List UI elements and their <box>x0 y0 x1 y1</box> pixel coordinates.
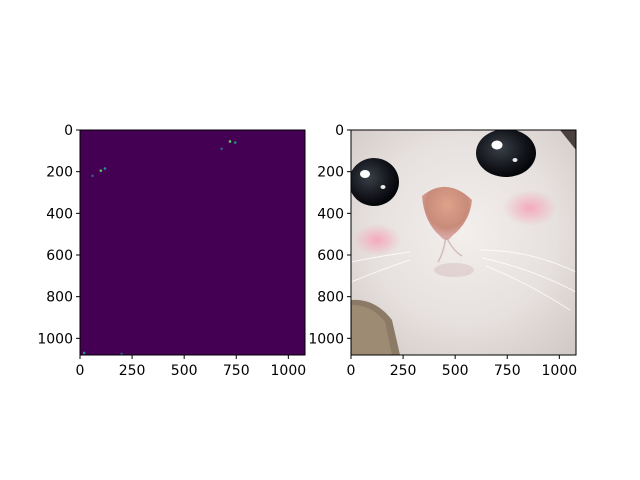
heatmap-axes-frame <box>79 129 306 356</box>
photo-y-tick-label: 400 <box>317 206 344 222</box>
photo-x-tick-label: 0 <box>347 363 356 379</box>
photo-x-tick-label: 250 <box>390 363 417 379</box>
heatmap-x-tick-label: 500 <box>171 363 198 379</box>
photo-axes-frame <box>350 129 577 356</box>
heatmap-y-tick-label: 1000 <box>37 331 73 347</box>
heatmap-x-tick-label: 0 <box>76 363 85 379</box>
photo-x-tick-label: 750 <box>494 363 521 379</box>
heatmap-hot-spot <box>220 147 223 151</box>
photo-x-tick-label: 500 <box>442 363 469 379</box>
photo-y-tick-label: 800 <box>317 290 344 306</box>
heatmap-hot-spot <box>228 140 232 143</box>
heatmap-y-tick-label: 0 <box>64 123 73 139</box>
heatmap-y-tick-label: 600 <box>46 248 73 264</box>
photo-y-tick-label: 0 <box>335 123 344 139</box>
heatmap-y-tick-label: 200 <box>46 165 73 181</box>
photo-x-tick-label: 1000 <box>542 363 578 379</box>
heatmap-image <box>80 130 305 355</box>
heatmap-x-tick-label: 250 <box>119 363 146 379</box>
heatmap-y-tick-label: 400 <box>46 206 73 222</box>
heatmap-hot-spot <box>99 169 103 172</box>
heatmap-hot-spot <box>91 174 94 178</box>
heatmap-hot-spot <box>82 351 86 355</box>
heatmap-hot-spot <box>103 167 107 170</box>
heatmap-x-tick-label: 750 <box>223 363 250 379</box>
photo-y-tick-label: 200 <box>317 165 344 181</box>
cat-right-eye <box>476 130 536 177</box>
cat-left-eye <box>351 158 399 206</box>
photo-y-tick-label: 1000 <box>308 331 344 347</box>
photo-y-tick-label: 600 <box>317 248 344 264</box>
cat-nose <box>422 186 472 240</box>
cat-photo <box>351 130 576 355</box>
heatmap-hot-spot <box>233 141 237 144</box>
heatmap-x-tick-label: 1000 <box>271 363 307 379</box>
heatmap-y-tick-label: 800 <box>46 290 73 306</box>
